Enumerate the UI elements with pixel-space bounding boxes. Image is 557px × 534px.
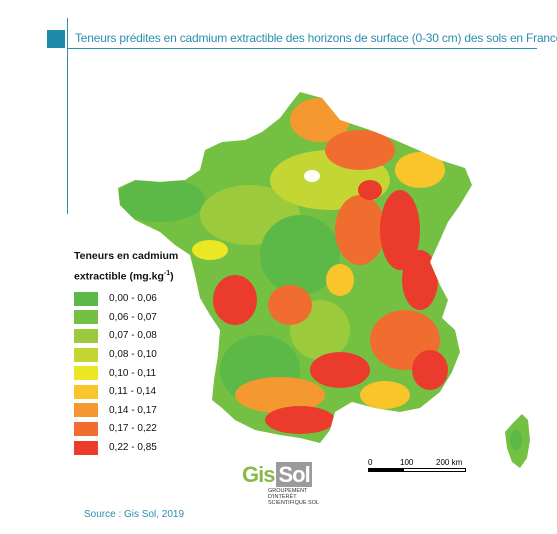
gis-sol-logo: Gis Sol GROUPEMENT D'INTÉRÊT SCIENTIFIQUE… — [242, 462, 322, 510]
legend-label: 0,22 - 0,85 — [109, 442, 157, 454]
legend-item: 0,14 - 0,17 — [74, 401, 214, 420]
legend-swatch — [74, 421, 98, 436]
logo-sub3: SCIENTIFIQUE SOL — [268, 500, 320, 506]
frame-horizontal-line — [67, 48, 537, 49]
scale-label-0: 0 — [368, 458, 373, 467]
legend-item: 0,07 - 0,08 — [74, 327, 214, 346]
legend-swatch — [74, 328, 98, 343]
legend-swatch — [74, 366, 98, 381]
legend-swatch — [74, 310, 98, 325]
source-text: Source : Gis Sol, 2019 — [84, 509, 185, 520]
legend-label: 0,10 - 0,11 — [109, 367, 157, 379]
legend-item: 0,06 - 0,07 — [74, 308, 214, 327]
legend-label: 0,14 - 0,17 — [109, 404, 157, 416]
legend-label: 0,00 - 0,06 — [109, 293, 157, 305]
scale-label-200: 200 km — [436, 458, 463, 467]
legend-title-sup: -1 — [163, 270, 171, 277]
legend: Teneurs en cadmium extractible (mg.kg-1)… — [74, 247, 214, 457]
legend-label: 0,11 - 0,14 — [109, 386, 157, 398]
legend-title-end: ) — [170, 270, 174, 283]
legend-swatch — [74, 384, 98, 399]
logo-sol: Sol — [276, 462, 312, 487]
legend-item: 0,10 - 0,11 — [74, 364, 214, 383]
frame-vertical-line — [67, 18, 68, 214]
logo-subtitle: GROUPEMENT D'INTÉRÊT SCIENTIFIQUE SOL — [268, 488, 319, 506]
legend-item: 0,17 - 0,22 — [74, 420, 214, 439]
legend-swatch — [74, 291, 98, 306]
legend-swatch — [74, 403, 98, 418]
legend-title: Teneurs en cadmium extractible (mg.kg-1) — [74, 247, 214, 286]
title-marker — [47, 30, 65, 48]
paris-blank-area — [304, 170, 320, 182]
logo-main: Gis — [242, 462, 275, 487]
logo-sub2: D'INTÉRÊT — [268, 494, 297, 500]
scale-label-100: 100 — [400, 458, 414, 467]
legend-swatch — [74, 440, 98, 455]
legend-item: 0,00 - 0,06 — [74, 290, 214, 309]
legend-label: 0,06 - 0,07 — [109, 311, 157, 323]
legend-item: 0,22 - 0,85 — [74, 438, 214, 457]
legend-label: 0,07 - 0,08 — [109, 330, 157, 342]
logo-sub1: GROUPEMENT — [268, 488, 308, 494]
legend-swatch — [74, 347, 98, 362]
legend-item: 0,08 - 0,10 — [74, 345, 214, 364]
legend-label: 0,17 - 0,22 — [109, 423, 157, 435]
logo-wordmark: Gis Sol — [242, 462, 312, 488]
legend-title-line2: extractible (mg.kg — [74, 270, 164, 283]
legend-item: 0,11 - 0,14 — [74, 382, 214, 401]
map-title: Teneurs prédites en cadmium extractible … — [75, 31, 557, 45]
scale-bar: 0 100 200 km — [368, 458, 468, 478]
scale-fill — [368, 468, 404, 472]
legend-items: 0,00 - 0,06 0,06 - 0,07 0,07 - 0,08 0,08… — [74, 290, 214, 457]
legend-title-line1: Teneurs en cadmium — [74, 250, 179, 262]
legend-label: 0,08 - 0,10 — [109, 349, 157, 361]
